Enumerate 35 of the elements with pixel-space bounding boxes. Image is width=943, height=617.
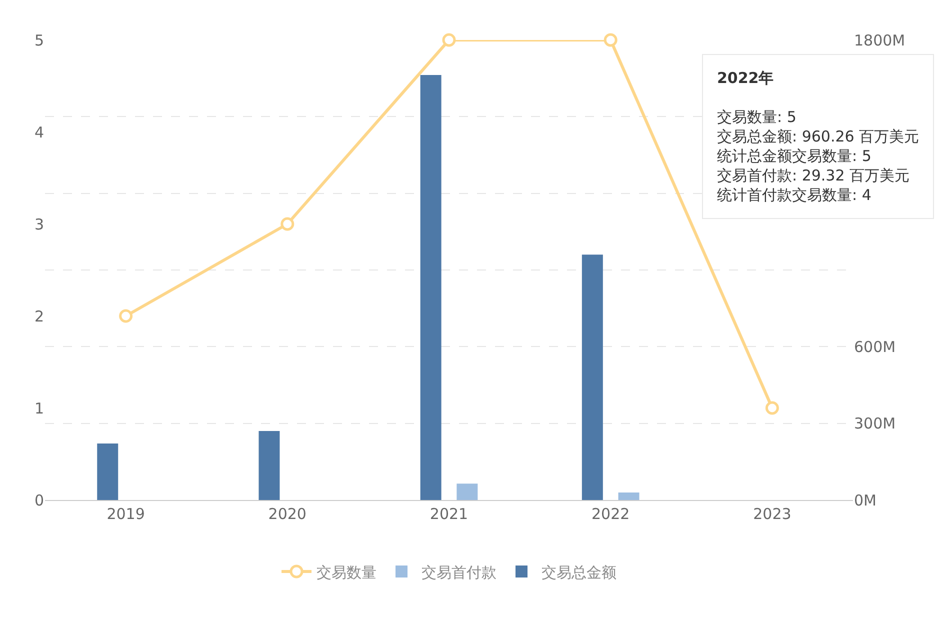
x-tick-label: 2021 [430,505,468,523]
legend-label: 交易数量 [316,563,376,582]
bar [582,254,603,500]
annotation: 交易数量: 5 [717,108,796,126]
x-tick-label: 2022 [592,505,630,523]
annotation: 2022年 [717,69,774,87]
y2-tick-label: 300M [854,414,896,433]
bar [258,431,280,500]
point [442,33,456,47]
y-tick-label: 3 [34,215,44,234]
y2-tick-label: 600M [854,338,896,356]
x-tick-label: 2019 [106,505,145,523]
legend-label: 交易总金额 [542,563,616,582]
bar [456,484,478,500]
point [280,217,294,231]
annotation: 交易总金额: 960.26 百万美元 [717,128,920,146]
point [604,33,618,47]
x-tick-label: 2023 [753,505,792,523]
y-tick-label: 4 [34,123,44,142]
y-tick-label: 1 [34,399,44,418]
bar [97,444,118,500]
bar [420,75,442,500]
y-tick-label: 0 [34,491,44,510]
y-tick-label: 5 [34,31,44,50]
annotation: 交易首付款: 29.32 百万美元 [717,166,910,184]
y2-tick-label: 1800M [854,31,906,50]
x-tick-label: 2020 [268,505,306,523]
point [119,309,133,323]
point [765,401,779,415]
bar [618,492,640,500]
annotation: 统计首付款交易数量: 4 [717,186,872,204]
y2-tick-label: 0M [854,491,876,510]
y-tick-label: 2 [34,307,44,326]
annotation: 统计总金额交易数量: 5 [717,147,872,165]
legend-label: 交易首付款 [422,563,496,582]
